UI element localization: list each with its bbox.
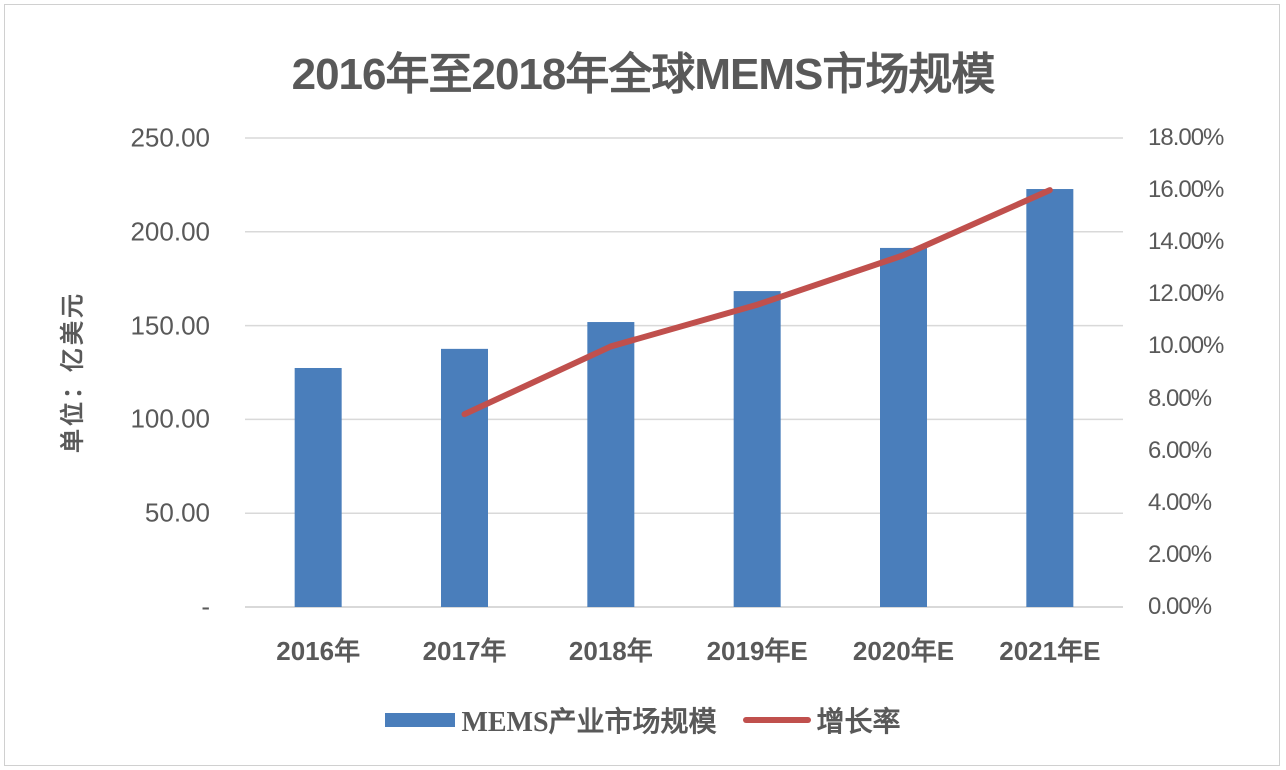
legend-item-market-size[interactable]: MEMS产业市场规模 bbox=[385, 700, 717, 740]
bar[interactable] bbox=[733, 291, 781, 607]
right-axis-tick-label: 18.00% bbox=[1148, 124, 1224, 151]
bar[interactable] bbox=[1026, 189, 1074, 607]
left-axis-tick-label: 50.00 bbox=[144, 497, 210, 528]
bar-swatch-icon bbox=[385, 713, 456, 727]
left-axis-tick-label: 250.00 bbox=[130, 122, 210, 153]
x-axis-tick-label: 2019年E bbox=[706, 636, 808, 666]
right-axis-tick-label: 2.00% bbox=[1148, 540, 1212, 568]
bar[interactable] bbox=[587, 322, 635, 607]
right-axis-tick-label: 16.00% bbox=[1148, 176, 1224, 204]
right-axis-tick-label: 14.00% bbox=[1148, 228, 1224, 256]
left-axis-tick-label: 150.00 bbox=[130, 310, 210, 341]
bar[interactable] bbox=[880, 247, 927, 607]
left-axis-tick-label: 100.00 bbox=[130, 403, 210, 434]
right-axis-tick-label: 10.00% bbox=[1148, 332, 1224, 360]
legend: MEMS产业市场规模 增长率 bbox=[0, 700, 1286, 740]
x-axis-tick-label: 2017年 bbox=[422, 636, 507, 666]
line-swatch-icon bbox=[742, 717, 811, 723]
x-axis-tick-label: 2018年 bbox=[568, 636, 653, 666]
right-axis-tick-label: 6.00% bbox=[1148, 436, 1212, 464]
legend-label-growth-rate: 增长率 bbox=[816, 707, 901, 738]
chart-title: 2016年至2018年全球MEMS市场规模 bbox=[291, 50, 996, 99]
legend-label-market-size: MEMS产业市场规模 bbox=[461, 707, 717, 738]
right-axis-tick-label: 4.00% bbox=[1148, 488, 1212, 516]
left-axis-tick-label: - bbox=[201, 591, 210, 622]
legend-item-growth-rate[interactable]: 增长率 bbox=[742, 700, 901, 740]
right-axis-tick-label: 0.00% bbox=[1148, 593, 1212, 620]
bar[interactable] bbox=[441, 348, 488, 607]
bar[interactable] bbox=[294, 367, 342, 607]
growth-rate-line[interactable] bbox=[461, 187, 1053, 418]
x-axis-tick-label: 2020年E bbox=[852, 636, 955, 666]
right-axis-tick-label: 8.00% bbox=[1148, 384, 1212, 412]
x-axis-tick-label: 2021年E bbox=[999, 636, 1101, 666]
x-axis-tick-label: 2016年 bbox=[276, 636, 361, 666]
left-axis-tick-label: 200.00 bbox=[130, 216, 210, 247]
right-axis-tick-label: 12.00% bbox=[1148, 280, 1224, 308]
